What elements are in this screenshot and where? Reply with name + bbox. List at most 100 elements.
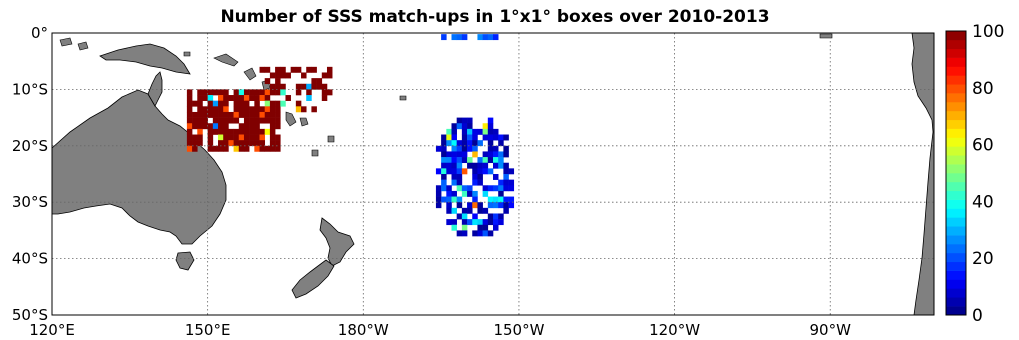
matchup-cell (269, 89, 276, 96)
matchup-cell (326, 66, 333, 73)
matchup-cell (259, 145, 266, 152)
matchup-cell (192, 140, 198, 147)
matchup-cell (326, 72, 333, 79)
matchup-cell (238, 123, 245, 130)
matchup-cell (508, 179, 515, 186)
y-tick-label: 50°S (12, 306, 48, 324)
matchup-cell (456, 162, 463, 169)
matchup-cell (254, 100, 260, 107)
matchup-cell (280, 89, 286, 96)
matchup-cell (451, 157, 457, 164)
matchup-cell (482, 207, 489, 214)
matchup-cell (254, 145, 260, 152)
matchup-cell (238, 95, 245, 101)
colorbar-segment (946, 155, 966, 165)
matchup-cell (264, 106, 271, 113)
matchup-cell (269, 117, 276, 124)
matchup-cell (321, 72, 328, 79)
matchup-cell (487, 202, 494, 209)
matchup-cell (503, 168, 509, 175)
matchup-cell (451, 219, 457, 226)
y-tick-label: 10°S (12, 80, 48, 98)
matchup-cell (295, 100, 302, 107)
matchup-cell (275, 123, 281, 130)
matchup-cell (477, 224, 483, 231)
matchup-cell (467, 128, 473, 135)
matchup-cell (233, 140, 240, 147)
matchup-cell (461, 213, 468, 220)
x-tick-label: 150°W (493, 321, 544, 339)
matchup-cell (482, 162, 489, 169)
matchup-cell (218, 111, 224, 118)
colorbar-segment (946, 181, 966, 192)
matchup-cell (451, 190, 457, 197)
matchup-cell (249, 140, 255, 147)
matchup-cell (472, 219, 478, 226)
matchup-cell (207, 140, 214, 147)
matchup-cell (503, 134, 509, 141)
matchup-cell (202, 123, 208, 130)
matchup-cell (238, 89, 245, 96)
matchup-cell (207, 89, 214, 96)
matchup-cell (316, 83, 323, 90)
matchup-cell (482, 123, 489, 130)
matchup-cell (259, 89, 266, 96)
matchup-cell (243, 117, 250, 124)
matchup-cell (477, 174, 483, 180)
matchup-cell (467, 207, 473, 214)
colorbar-tick-label: 40 (972, 192, 994, 212)
matchup-cell (441, 179, 447, 186)
matchup-cell (487, 140, 494, 147)
matchup-cell (487, 123, 494, 130)
matchup-cell (228, 140, 234, 147)
colorbar-segment (946, 190, 966, 200)
colorbar-segment (946, 75, 966, 85)
matchup-cell (223, 111, 229, 118)
colorbar-ticks: 0 20 40 60 80 100 (972, 22, 1004, 326)
matchup-cell (503, 174, 509, 180)
matchup-cell (467, 145, 473, 152)
matchup-cell (456, 196, 463, 203)
matchup-cell (493, 185, 499, 192)
matchup-cell (435, 145, 442, 152)
matchup-cell (259, 117, 266, 124)
matchup-cell (441, 196, 447, 203)
matchup-cell (467, 123, 473, 130)
matchup-cell (456, 140, 463, 147)
colorbar-segment (946, 128, 966, 138)
x-tick-label: 150°E (185, 321, 231, 339)
y-tick-label: 30°S (12, 193, 48, 211)
matchup-cell (498, 196, 504, 203)
matchup-cell (456, 145, 463, 152)
matchup-cell (264, 78, 271, 85)
matchup-cell (290, 66, 297, 73)
tasmania-landmass (175, 251, 195, 271)
matchup-cell (493, 162, 499, 169)
matchup-cell (249, 117, 255, 124)
matchup-cell (472, 213, 478, 220)
colorbar-segment (946, 39, 966, 50)
matchup-cell (186, 123, 193, 130)
matchup-cell (477, 34, 483, 41)
matchup-cell (482, 224, 489, 231)
matchup-cell (269, 128, 276, 135)
new-guinea-landmass (99, 43, 191, 75)
matchup-cell (487, 213, 494, 220)
colorbar-segment (946, 288, 966, 298)
matchup-cell (451, 145, 457, 152)
matchup-cell (275, 72, 281, 79)
matchup-cell (451, 168, 457, 175)
matchup-cell (482, 151, 489, 158)
matchup-cell (461, 185, 468, 192)
matchup-cell (197, 89, 203, 96)
matchup-cell (508, 202, 515, 209)
x-tick-label: 180°W (338, 321, 389, 339)
matchup-cell (487, 230, 494, 237)
matchup-cell (446, 207, 452, 214)
matchup-cell (493, 174, 499, 180)
matchup-cell (493, 134, 499, 141)
colorbar-segment (946, 270, 966, 280)
matchup-cell (228, 128, 234, 135)
south-america-coast (911, 33, 934, 315)
matchup-cell (482, 219, 489, 226)
